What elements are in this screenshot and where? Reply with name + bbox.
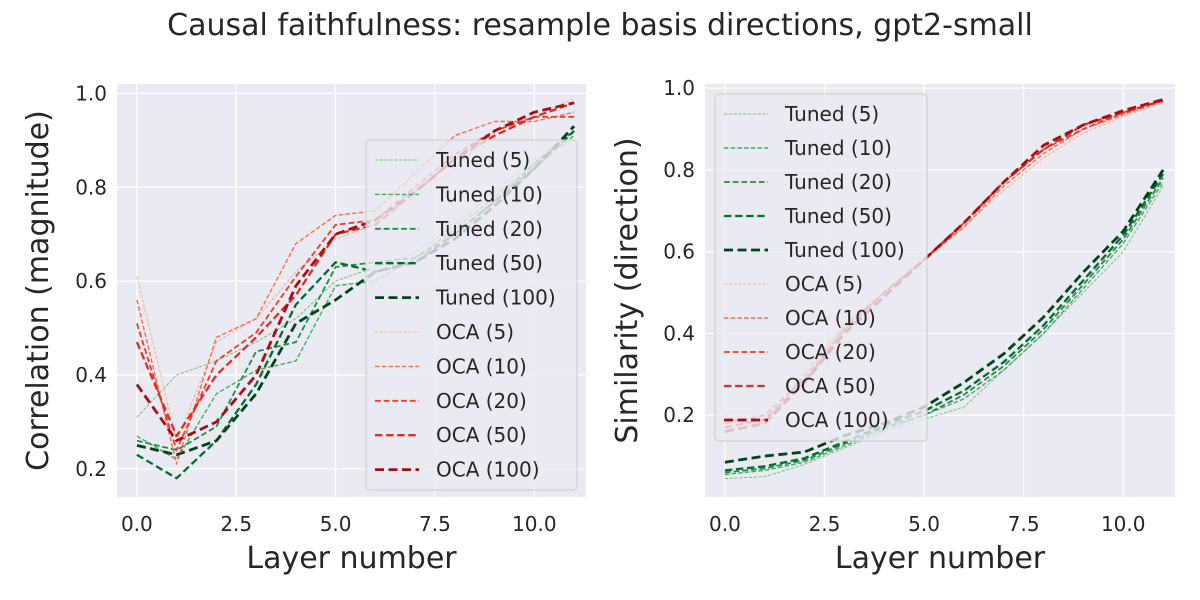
chart2-y-tick-label: 0.4 xyxy=(663,321,695,345)
chart1-legend-label: OCA (50) xyxy=(436,423,527,447)
chart1-legend-label: OCA (100) xyxy=(436,458,540,482)
chart1-y-axis-label: Correlation (magnitude) xyxy=(21,110,56,471)
chart2-legend-box xyxy=(714,93,928,442)
chart1-series-oca-100 xyxy=(135,101,575,443)
chart1-series-tuned-50 xyxy=(136,130,575,480)
chart2-x-axis-label: Layer number xyxy=(835,541,1046,576)
chart2-legend-label: OCA (20) xyxy=(785,340,876,364)
chart1-series-tuned-20 xyxy=(136,130,575,452)
chart1-legend-label: OCA (5) xyxy=(436,320,514,344)
chart2-legend-label: OCA (10) xyxy=(785,306,876,330)
chart2-legend-label: OCA (50) xyxy=(785,374,876,398)
chart1-legend-label: Tuned (10) xyxy=(435,182,543,206)
chart1-legend-label: OCA (10) xyxy=(436,354,527,378)
chart2-legend-label: Tuned (50) xyxy=(784,204,892,228)
chart2-series-tuned-20 xyxy=(724,177,1164,474)
chart1: 0.0 2.5 5.0 7.5 10.0 0.2 0.4 0.6 0.8 1.0 Layer num… xyxy=(21,81,586,576)
chart1-legend-label: OCA (20) xyxy=(436,389,527,413)
chart2-legend-label: Tuned (20) xyxy=(784,170,892,194)
chart2-x-tick-label: 2.5 xyxy=(809,512,841,536)
chart2-legend-label: Tuned (5) xyxy=(784,102,879,126)
chart2-x-tick-label: 7.5 xyxy=(1008,512,1040,536)
chart1-y-tick-label: 0.4 xyxy=(75,363,107,387)
chart1-y-tick-label: 1.0 xyxy=(75,81,107,105)
figure-title: Causal faithfulness: resample basis dire… xyxy=(167,8,1033,43)
chart2-legend: Tuned (5) Tuned (10) Tuned (20) Tuned (50) T… xyxy=(714,93,928,442)
chart1-legend-label: Tuned (50) xyxy=(435,251,543,275)
chart2-y-tick-label: 0.8 xyxy=(663,158,695,182)
chart2-x-tick-label: 5.0 xyxy=(908,512,940,536)
chart2: 0.0 2.5 5.0 7.5 10.0 0.2 0.4 0.6 0.8 1.0 Layer num… xyxy=(610,76,1175,576)
chart1-legend-label: Tuned (5) xyxy=(435,148,530,172)
chart1-series-oca-50 xyxy=(135,101,575,438)
chart2-series-tuned-50 xyxy=(724,173,1165,472)
chart2-legend-label: OCA (100) xyxy=(785,408,889,432)
chart1-y-tick-label: 0.6 xyxy=(75,269,107,293)
chart1-legend-box xyxy=(365,139,578,491)
chart1-legend-label: Tuned (20) xyxy=(435,217,543,241)
chart2-legend-label: Tuned (10) xyxy=(784,136,892,160)
chart1-legend-label: Tuned (100) xyxy=(435,286,556,310)
chart2-y-tick-label: 1.0 xyxy=(663,76,695,100)
chart2-legend-label: Tuned (100) xyxy=(784,238,905,262)
chart2-series-tuned-10 xyxy=(724,181,1164,476)
chart2-x-tick-label: 0.0 xyxy=(709,512,741,536)
chart2-y-tick-label: 0.2 xyxy=(663,403,695,427)
chart2-series-tuned-5 xyxy=(724,185,1164,480)
chart2-y-tick-label: 0.6 xyxy=(663,240,695,264)
chart1-x-axis-label: Layer number xyxy=(246,541,457,576)
chart2-x-tick-label: 10.0 xyxy=(1101,512,1146,536)
chart1-y-tick-label: 0.2 xyxy=(75,457,107,481)
chart1-x-tick-label: 7.5 xyxy=(419,512,451,536)
chart2-series-tuned-100 xyxy=(724,169,1165,464)
chart1-y-tick-label: 0.8 xyxy=(75,175,107,199)
chart2-legend-label: OCA (5) xyxy=(785,272,863,296)
chart1-x-tick-label: 0.0 xyxy=(121,512,153,536)
chart2-y-axis-label: Similarity (direction) xyxy=(610,137,645,443)
chart1-legend: Tuned (5) Tuned (10) Tuned (20) Tuned (50) T… xyxy=(365,139,578,491)
chart1-x-tick-label: 10.0 xyxy=(512,512,557,536)
chart1-x-tick-label: 2.5 xyxy=(220,512,252,536)
chart1-x-tick-label: 5.0 xyxy=(320,512,352,536)
chart1-series-oca-10 xyxy=(136,111,575,465)
chart1-series-group xyxy=(135,97,576,480)
